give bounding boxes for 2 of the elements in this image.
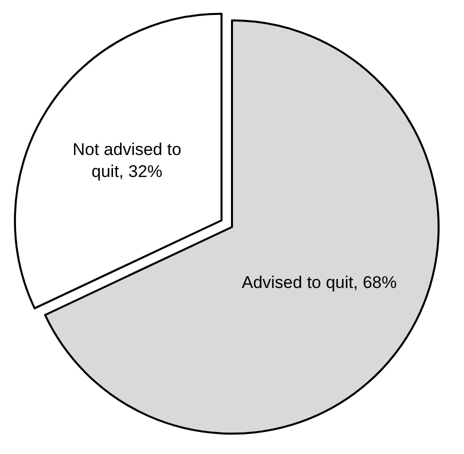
slice-label: Not advised to quit, 32%	[72, 140, 182, 181]
slice-label: Advised to quit, 68%	[242, 272, 397, 292]
